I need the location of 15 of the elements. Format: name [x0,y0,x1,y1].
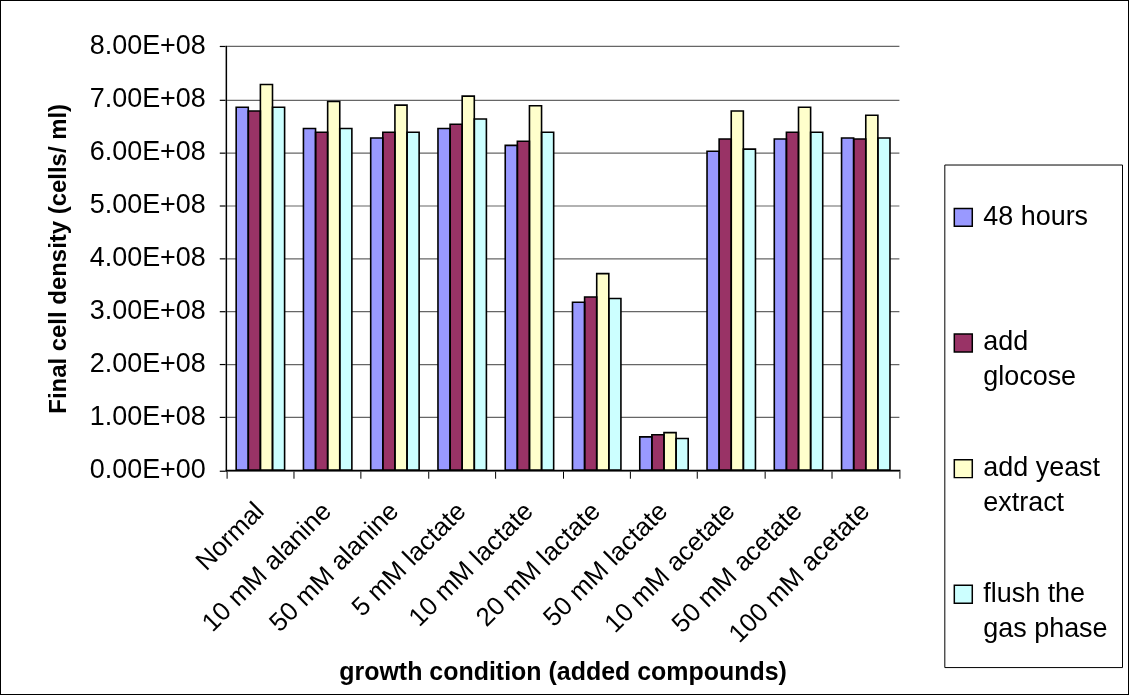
y-tick-label: 5.00E+08 [89,189,206,220]
y-tick-label: 6.00E+08 [89,136,206,167]
x-axis-title: growth condition (added compounds) [339,656,787,685]
y-tick-label: 7.00E+08 [89,83,206,114]
y-tick-label: 4.00E+08 [89,242,206,273]
legend-label: add glocose [983,326,1077,392]
y-axis-title: Final cell density (cells/ ml) [43,103,71,414]
y-tick-label: 1.00E+08 [89,401,206,432]
y-tick-label: 3.00E+08 [89,295,206,326]
legend-label: add yeast extract [983,452,1101,517]
y-tick-label: 2.00E+08 [89,348,206,379]
y-tick-label: 8.00E+08 [89,30,206,61]
legend-label: 48 hours [983,200,1089,231]
legend-label: flush the gas phase [983,577,1108,643]
y-tick-label: 0.00E+00 [89,454,206,485]
